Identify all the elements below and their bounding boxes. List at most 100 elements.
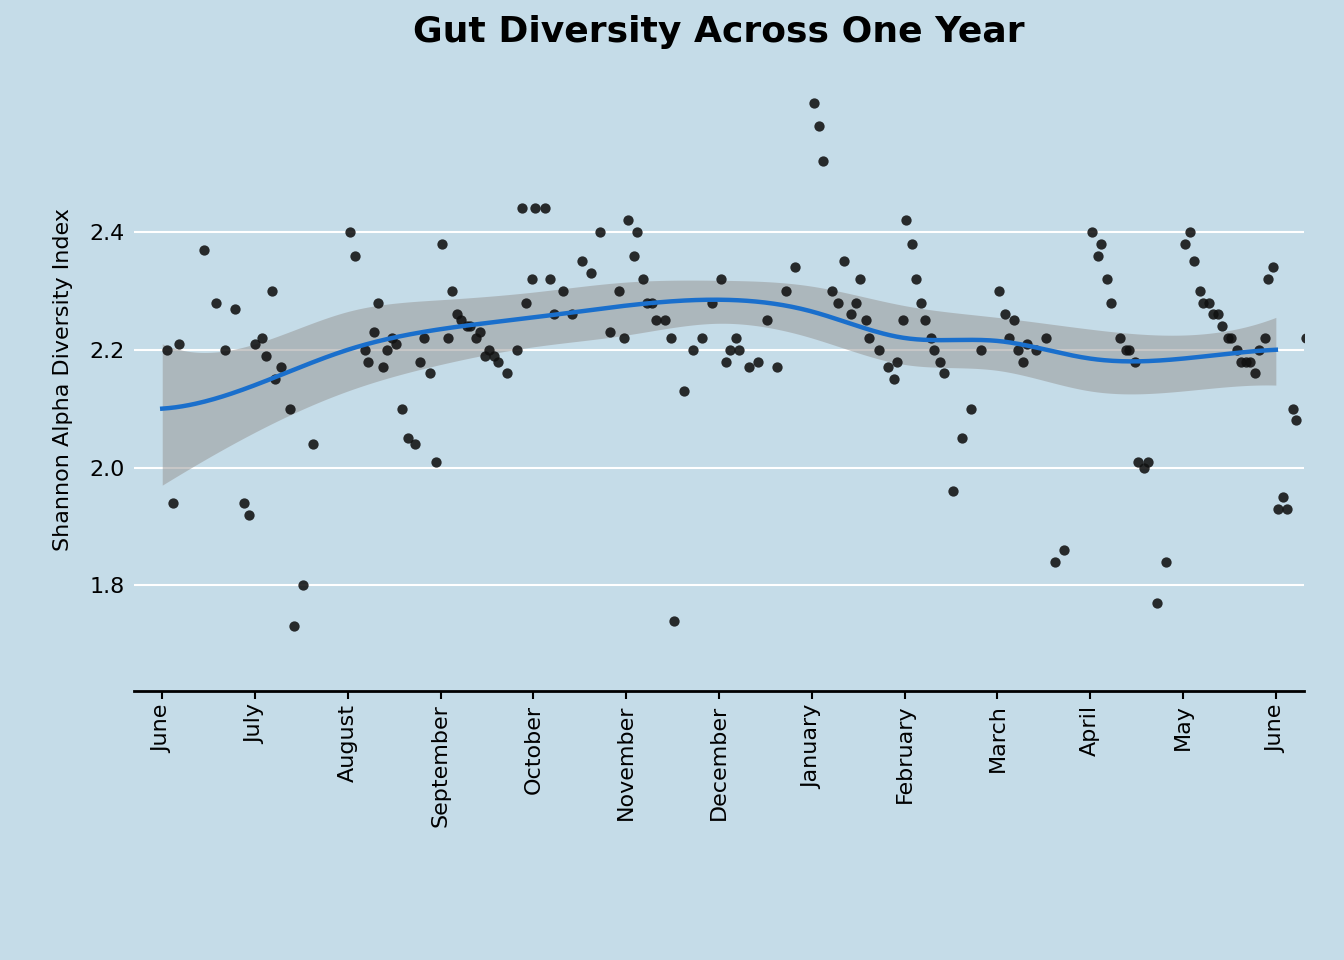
Point <box>785 259 806 275</box>
Point <box>892 313 914 328</box>
Point <box>1156 554 1177 569</box>
Point <box>1226 342 1247 357</box>
Point <box>641 295 663 310</box>
Point <box>995 307 1016 323</box>
Point <box>929 354 950 370</box>
Point <box>840 307 862 323</box>
Point <box>372 360 394 375</box>
Point <box>942 484 964 499</box>
Point <box>284 619 305 635</box>
Point <box>1304 342 1325 357</box>
Point <box>895 212 917 228</box>
Point <box>599 324 621 340</box>
Point <box>484 348 505 363</box>
Point <box>747 354 769 370</box>
Point <box>905 272 926 287</box>
Point <box>251 330 273 346</box>
Point <box>478 342 500 357</box>
Point <box>1180 225 1202 240</box>
Point <box>534 201 555 216</box>
Point <box>952 430 973 445</box>
Point <box>446 307 468 323</box>
Point <box>933 366 954 381</box>
Point <box>692 330 714 346</box>
Point <box>1277 501 1298 516</box>
Point <box>1202 307 1223 323</box>
Point <box>919 330 941 346</box>
Point <box>821 283 843 299</box>
Point <box>883 372 905 387</box>
Point <box>1137 454 1159 469</box>
Point <box>245 336 266 351</box>
Point <box>719 342 741 357</box>
Point <box>156 342 177 357</box>
Point <box>215 342 237 357</box>
Point <box>833 253 855 269</box>
Point <box>636 295 657 310</box>
Point <box>775 283 797 299</box>
Point <box>632 272 653 287</box>
Point <box>827 295 848 310</box>
Point <box>1294 330 1316 346</box>
Point <box>970 342 992 357</box>
Point <box>1109 330 1130 346</box>
Point <box>1025 342 1047 357</box>
Point <box>849 272 871 287</box>
Point <box>1118 342 1140 357</box>
Point <box>1054 542 1075 558</box>
Point <box>382 330 403 346</box>
Point <box>868 342 890 357</box>
Point <box>1099 295 1121 310</box>
Point <box>997 330 1019 346</box>
Point <box>845 295 867 310</box>
Point <box>1007 342 1028 357</box>
Point <box>367 295 388 310</box>
Point <box>344 248 366 263</box>
Point <box>270 360 292 375</box>
Point <box>265 372 286 387</box>
Point <box>1199 295 1220 310</box>
Point <box>1254 330 1275 346</box>
Point <box>902 236 923 252</box>
Point <box>802 95 824 110</box>
Point <box>450 313 472 328</box>
Point <box>809 118 831 133</box>
Point <box>757 313 778 328</box>
Point <box>524 201 546 216</box>
Point <box>1184 253 1206 269</box>
Point <box>1175 236 1196 252</box>
Point <box>716 354 738 370</box>
Point <box>1245 366 1266 381</box>
Point <box>437 330 458 346</box>
Point <box>1133 460 1154 475</box>
Point <box>673 383 695 398</box>
Point <box>233 495 254 511</box>
Point <box>855 313 876 328</box>
Point <box>552 283 574 299</box>
Point <box>1273 490 1294 505</box>
Point <box>539 272 560 287</box>
Point <box>398 430 419 445</box>
Point <box>431 236 453 252</box>
Point <box>521 272 543 287</box>
Point <box>562 307 583 323</box>
Point <box>1044 554 1066 569</box>
Point <box>1012 354 1034 370</box>
Point <box>859 330 880 346</box>
Point <box>405 436 426 451</box>
Point <box>923 342 945 357</box>
Point <box>766 360 788 375</box>
Point <box>607 283 629 299</box>
Point <box>363 324 384 340</box>
Point <box>571 253 593 269</box>
Point <box>1211 319 1232 334</box>
Point <box>515 295 536 310</box>
Point <box>1004 313 1025 328</box>
Point <box>255 348 277 363</box>
Point <box>914 313 935 328</box>
Point <box>1235 354 1257 370</box>
Point <box>386 336 407 351</box>
Point <box>1035 330 1056 346</box>
Point <box>206 295 227 310</box>
Point <box>238 507 259 522</box>
